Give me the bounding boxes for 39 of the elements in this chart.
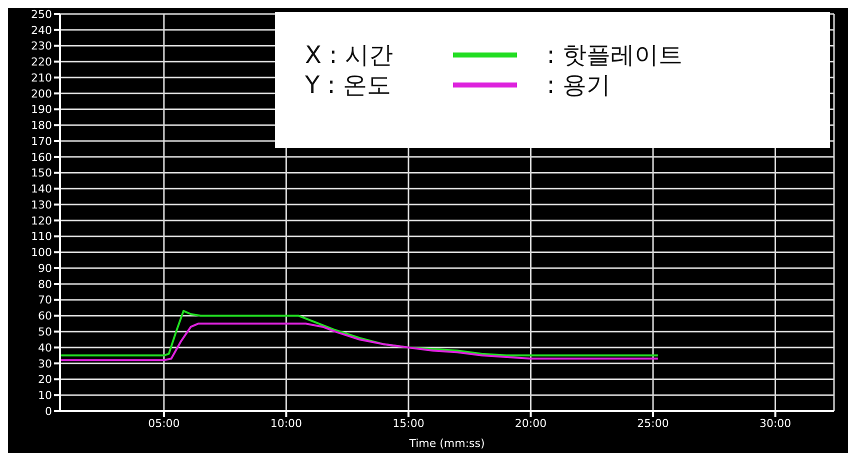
y-tick-label: 40 [38, 341, 52, 354]
y-tick-label: 230 [31, 40, 52, 53]
x-axis-title: Time (mm:ss) [408, 437, 485, 450]
x-tick-label: 30:00 [759, 416, 792, 430]
y-tick-label: 170 [31, 134, 52, 148]
y-tick-label: 200 [31, 87, 52, 100]
y-tick-label: 190 [31, 103, 52, 116]
y-tick-label: 150 [31, 166, 52, 180]
y-tick-label: 80 [38, 278, 52, 291]
y-tick-label: 30 [38, 357, 52, 370]
y-tick-label: 220 [31, 56, 52, 69]
x-tick-label: 15:00 [392, 416, 424, 430]
line-series [60, 310, 659, 356]
y-tick-label: 20 [38, 373, 52, 386]
y-tick-label: 90 [38, 262, 52, 275]
y-tick-label: 160 [31, 150, 52, 164]
y-tick-label: 100 [31, 246, 52, 260]
legend-label: : 용기 [546, 70, 611, 100]
y-tick-label: 10 [38, 389, 52, 402]
annotation: Y : 온도 [305, 70, 392, 100]
x-tick-label: 25:00 [637, 416, 669, 430]
y-tick-label: 210 [31, 71, 52, 84]
y-tick-label: 60 [38, 310, 52, 323]
x-tick-label: 10:00 [270, 416, 302, 430]
x-tick-label: 20:00 [514, 416, 547, 430]
y-tick-label: 240 [31, 24, 52, 37]
legend-label: : 핫플레이트 [546, 40, 683, 70]
y-tick-label: 50 [38, 326, 52, 339]
y-tick-label: 180 [31, 119, 52, 132]
y-tick-label: 130 [31, 198, 52, 212]
y-tick-label: 250 [31, 8, 52, 21]
y-tick-label: 0 [45, 404, 52, 418]
line-series [60, 322, 659, 362]
y-tick-label: 110 [31, 230, 52, 244]
y-tick-label: 140 [31, 182, 52, 196]
annotation: X : 시간 [305, 40, 393, 70]
y-tick-label: 70 [38, 294, 52, 307]
y-tick-label: 120 [31, 214, 52, 228]
x-tick-label: 05:00 [148, 416, 180, 430]
